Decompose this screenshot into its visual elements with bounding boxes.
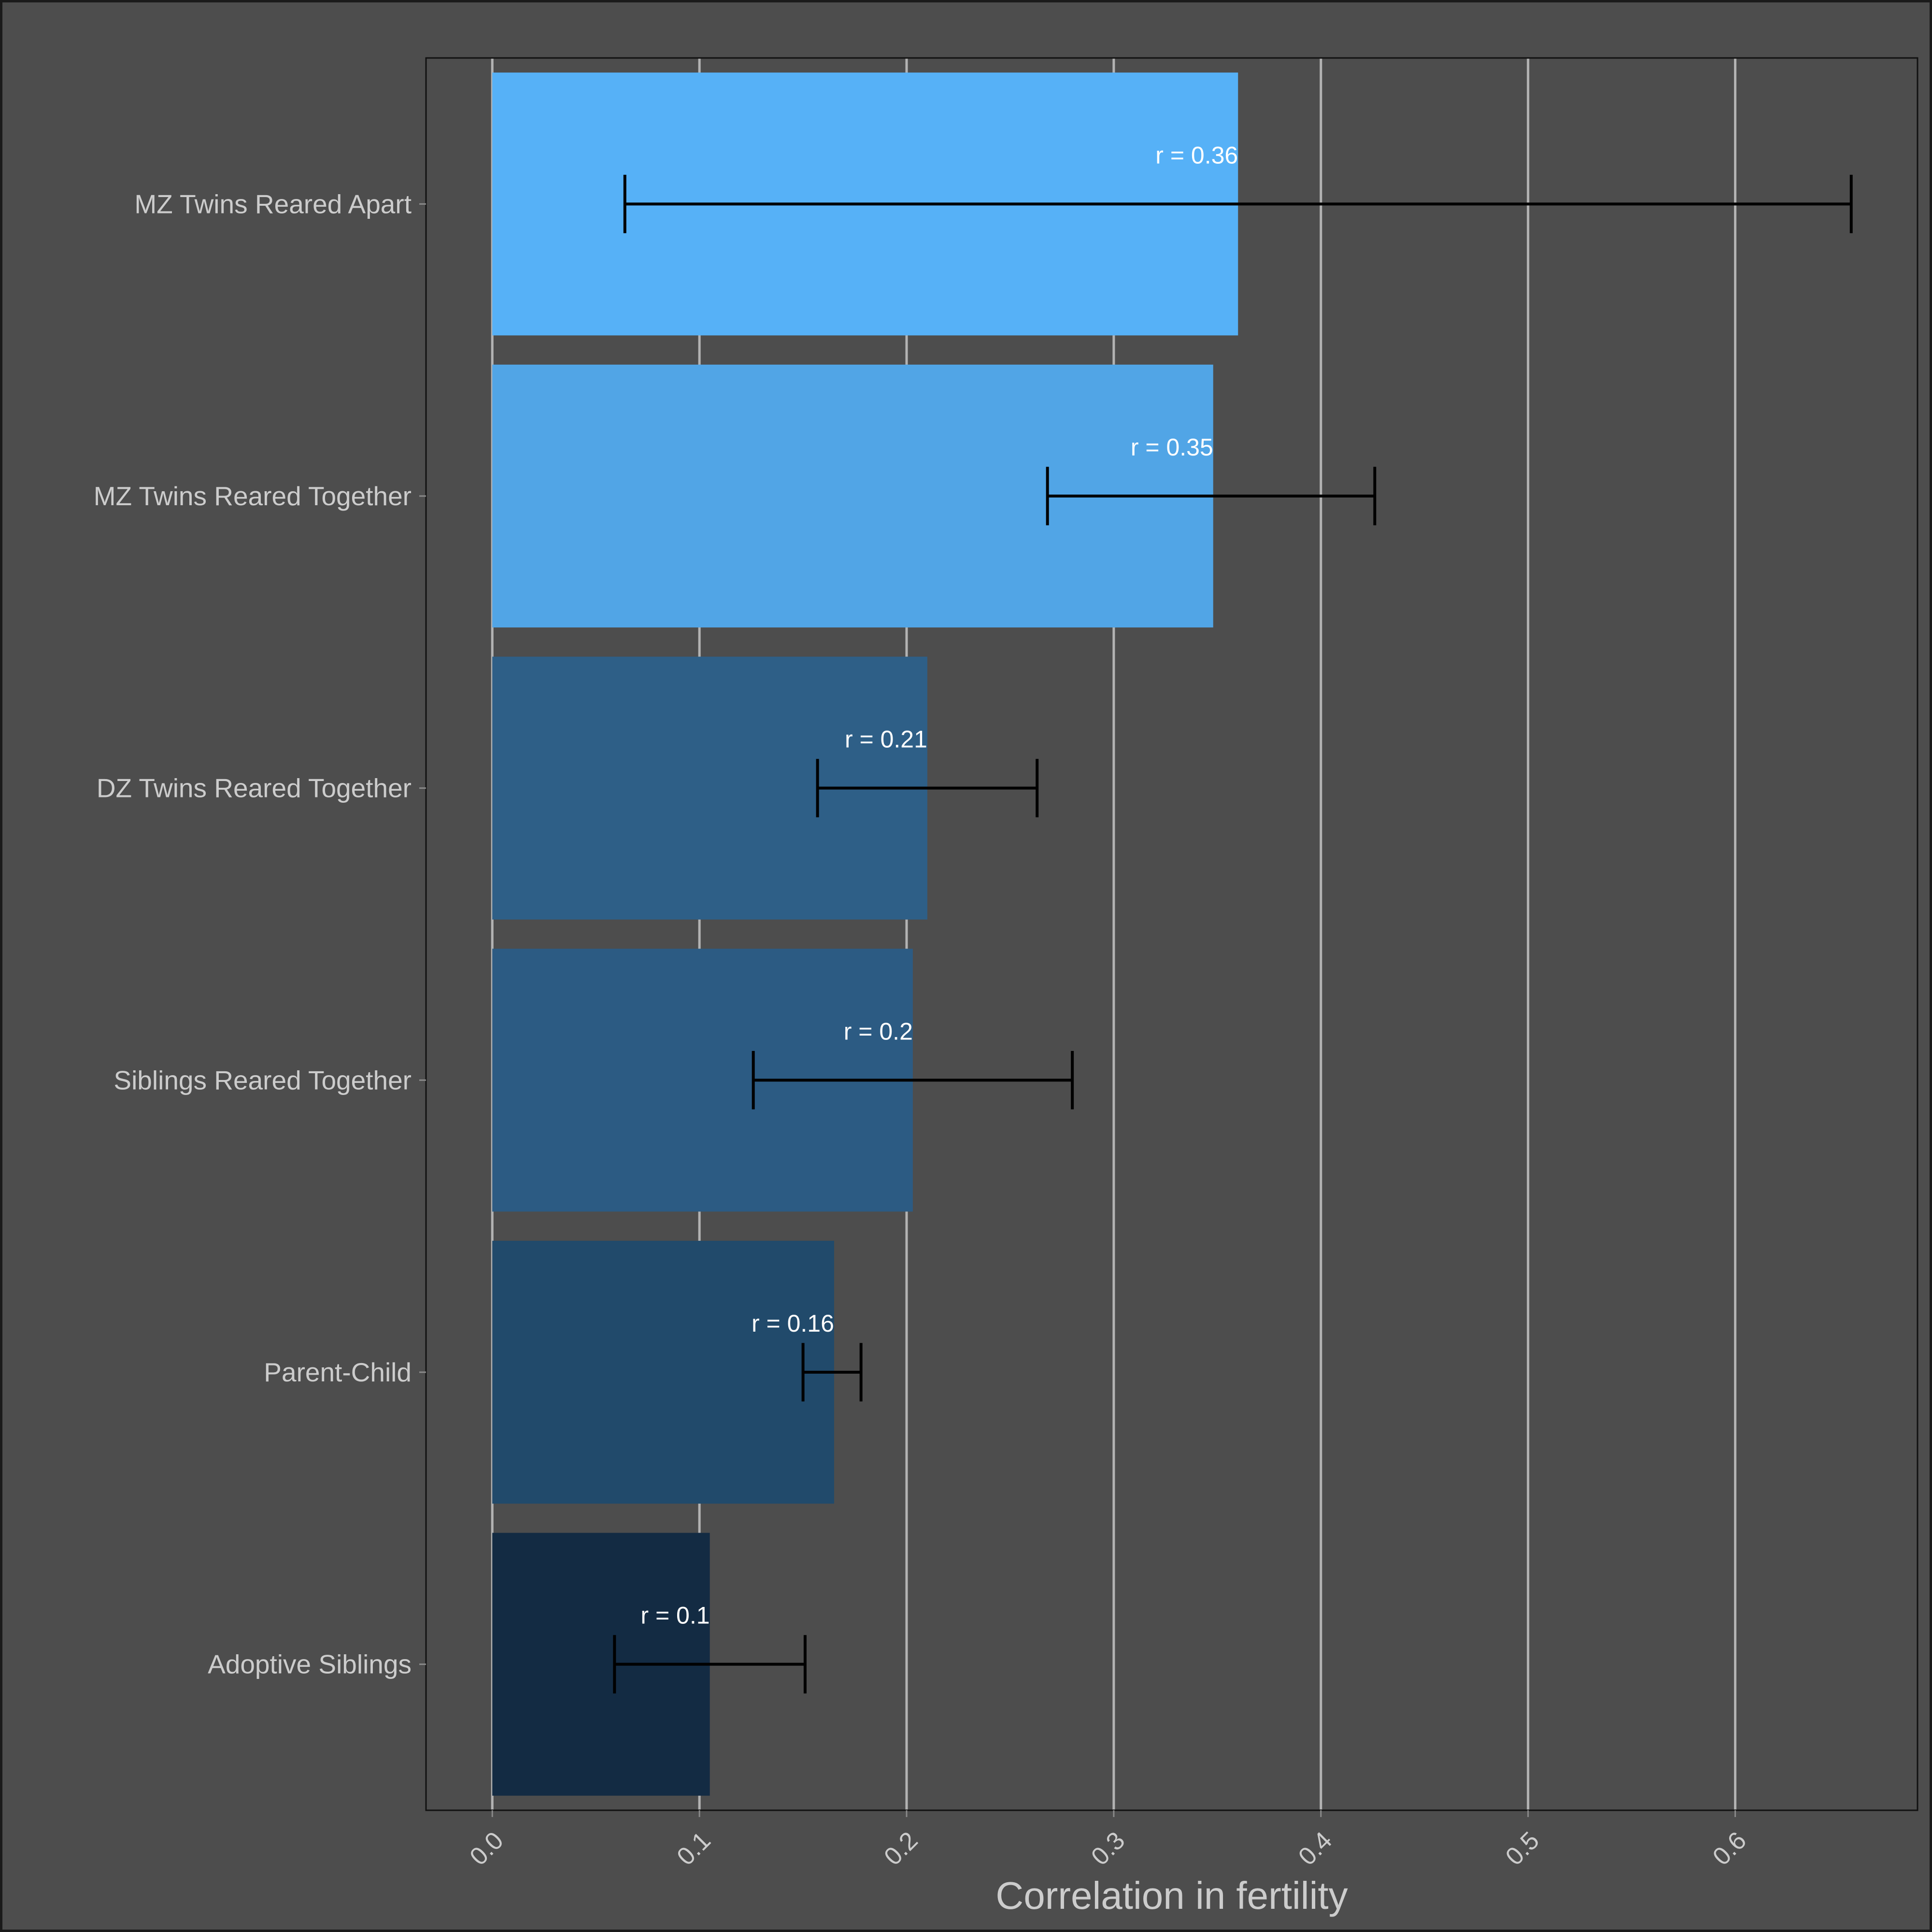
category-label: Siblings Reared Together <box>114 1065 412 1095</box>
x-tick-label: 0.3 <box>1086 1826 1130 1871</box>
value-label: r = 0.35 <box>1131 434 1213 461</box>
value-label: r = 0.21 <box>845 726 927 753</box>
bar <box>492 1240 834 1504</box>
x-tick-label: 0.0 <box>465 1826 509 1871</box>
x-tick-label: 0.1 <box>672 1826 716 1871</box>
category-label: DZ Twins Reared Together <box>97 773 412 803</box>
bar-layer <box>492 72 1238 1796</box>
error-layer <box>613 174 1853 1694</box>
x-tick-label: 0.6 <box>1707 1826 1752 1871</box>
category-label: Parent-Child <box>264 1357 412 1387</box>
category-label: Adoptive Siblings <box>208 1649 412 1679</box>
value-label: r = 0.1 <box>640 1602 710 1629</box>
x-axis-title: Correlation in fertility <box>995 1874 1348 1917</box>
label-layer: r = 0.36 r = 0.35 r = 0.21 r = 0.2 r = 0.16 r… <box>640 142 1238 1629</box>
panel-border <box>425 57 1918 1811</box>
x-tick-label: 0.5 <box>1500 1826 1545 1871</box>
category-label: MZ Twins Reared Apart <box>134 189 412 219</box>
x-tick-label: 0.4 <box>1293 1826 1337 1871</box>
x-tick-label: 0.2 <box>879 1826 923 1871</box>
value-label: r = 0.2 <box>844 1018 913 1045</box>
category-label: MZ Twins Reared Together <box>94 481 412 511</box>
value-label: r = 0.36 <box>1155 142 1238 169</box>
value-label: r = 0.16 <box>752 1310 834 1337</box>
grid-layer <box>491 58 1737 1810</box>
